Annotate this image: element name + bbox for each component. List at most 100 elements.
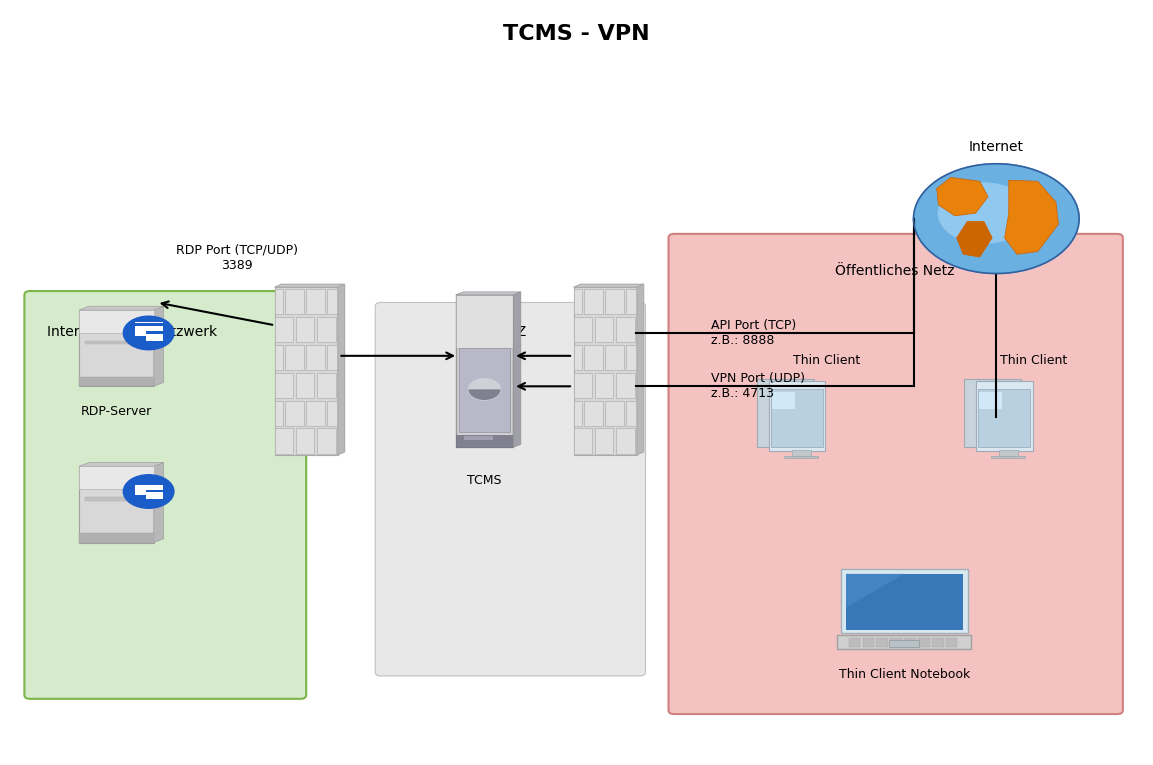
Bar [80,310,153,386]
Bar [85,340,148,344]
Bar [758,379,814,448]
Bar [80,377,153,386]
Bar [947,638,957,640]
Bar [327,345,338,370]
Bar [574,287,636,455]
Bar [947,645,957,647]
Bar [932,641,943,643]
Circle shape [123,475,174,508]
Bar [904,638,915,640]
FancyBboxPatch shape [669,234,1123,714]
Bar [146,490,163,499]
Bar [585,345,603,370]
Bar [274,345,282,370]
Bar [455,295,513,348]
Bar [626,288,636,314]
Bar [459,348,511,432]
Bar [792,451,811,457]
Bar [932,645,943,647]
Bar [295,373,315,399]
Bar [135,481,163,485]
Bar [616,317,634,343]
Bar [992,456,1025,458]
Bar [918,641,929,643]
Bar [317,428,336,454]
Bar [307,345,325,370]
Text: Öffentliches Netz: Öffentliches Netz [836,265,955,278]
Bar [932,638,943,640]
Bar [773,392,794,409]
Bar [146,331,163,340]
Bar [771,389,823,447]
Bar [616,373,634,399]
Polygon shape [274,285,345,287]
Bar [889,640,919,646]
Bar [135,323,163,326]
Polygon shape [153,463,164,542]
Bar [890,645,902,647]
Bar [947,641,957,643]
Polygon shape [455,292,521,295]
Polygon shape [468,389,500,400]
Bar [274,428,293,454]
Bar [605,401,624,426]
Bar [80,467,153,489]
Bar [465,436,493,440]
Bar [964,379,1020,448]
Polygon shape [338,285,345,455]
Bar [862,638,874,640]
Bar [595,317,613,343]
Bar [317,317,336,343]
Bar [769,381,826,451]
Bar [862,645,874,647]
Polygon shape [957,221,993,257]
Bar [846,574,963,630]
Bar [574,288,582,314]
Bar [274,401,282,426]
Polygon shape [846,574,904,607]
Bar [890,638,902,640]
Bar [307,401,325,426]
Bar [841,569,967,633]
Bar [274,373,293,399]
Bar [455,435,513,448]
Text: API Port (TCP)
z.B.: 8888: API Port (TCP) z.B.: 8888 [711,319,797,347]
Bar [876,641,888,643]
Bar [574,345,582,370]
Bar [574,401,582,426]
Bar [605,288,624,314]
Bar [904,645,915,647]
Bar [285,345,304,370]
Bar [274,288,282,314]
Bar [285,401,304,426]
Bar [849,641,860,643]
Bar [146,331,163,334]
Text: DMZ: DMZ [495,325,527,340]
Bar [626,401,636,426]
Bar [574,373,593,399]
Bar [978,389,1031,447]
Bar [85,496,148,500]
Bar [327,288,338,314]
Circle shape [913,164,1079,274]
Bar [135,480,163,495]
Bar [626,345,636,370]
Text: VPN Port (UDP)
z.B.: 4713: VPN Port (UDP) z.B.: 4713 [711,373,805,400]
FancyBboxPatch shape [24,291,307,698]
Text: RDP Port (TCP/UDP)
3389: RDP Port (TCP/UDP) 3389 [176,244,299,272]
Bar [876,638,888,640]
Text: TCMS - VPN: TCMS - VPN [503,24,650,44]
Polygon shape [80,463,164,467]
Bar [616,428,634,454]
Polygon shape [80,306,164,310]
Bar [849,645,860,647]
Bar [80,533,153,542]
Bar [585,288,603,314]
Circle shape [468,379,500,400]
FancyBboxPatch shape [375,302,646,676]
Bar [595,373,613,399]
Text: Thin Client Notebook: Thin Client Notebook [838,669,970,682]
Bar [274,287,338,455]
Bar [890,641,902,643]
Bar [876,645,888,647]
